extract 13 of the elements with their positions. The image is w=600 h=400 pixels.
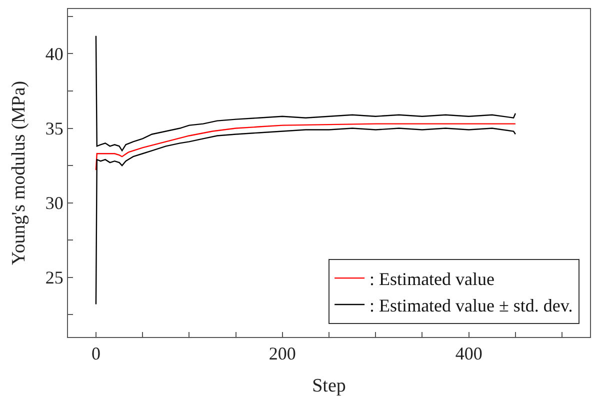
x-tick-label: 0 <box>91 344 100 364</box>
x-tick-label: 200 <box>268 344 296 364</box>
y-tick-label: 30 <box>45 193 64 214</box>
legend-label: : Estimated value <box>370 269 495 290</box>
line-series <box>95 35 516 152</box>
line-series <box>95 123 516 171</box>
y-tick-label: 25 <box>45 268 64 288</box>
legend-label: : Estimated value ± std. dev. <box>370 296 573 316</box>
y-axis-title: Young's modulus (MPa) <box>8 80 30 266</box>
y-tick-label: 40 <box>45 44 64 64</box>
x-tick-label: 400 <box>455 344 482 364</box>
y-tick-label: 35 <box>45 118 64 139</box>
x-axis-title: Step <box>312 375 346 396</box>
